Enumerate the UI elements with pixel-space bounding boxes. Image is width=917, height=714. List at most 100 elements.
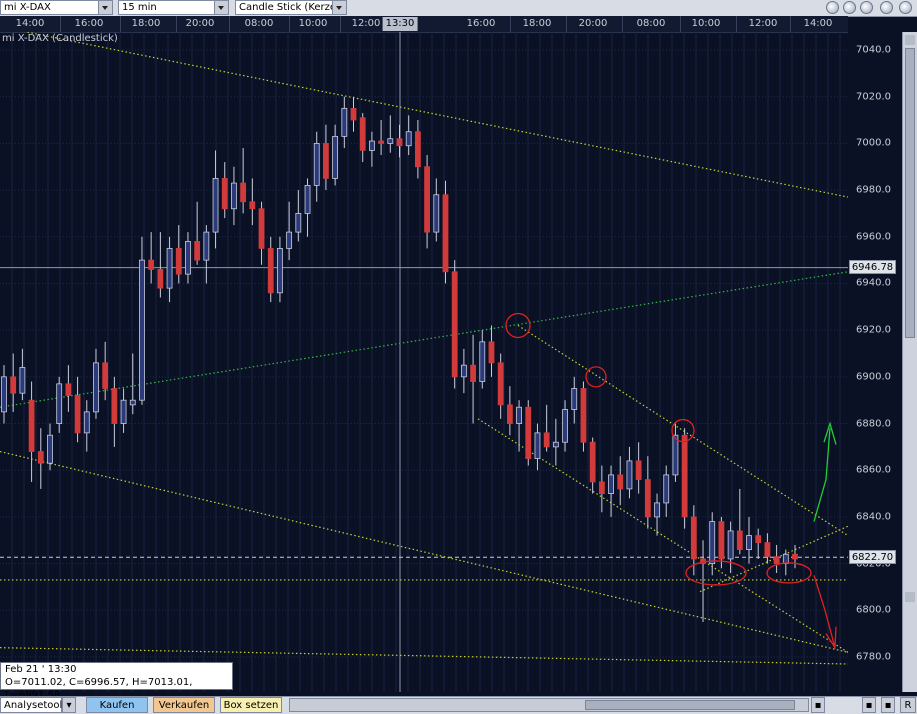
candle-body-down (497, 362, 504, 406)
x-tick-separator (176, 16, 177, 32)
y-tick-label: 7040.0 (856, 44, 891, 56)
highlight-circle (585, 366, 607, 388)
verkaufen-button[interactable]: Verkaufen (153, 697, 215, 713)
candle-body-up (608, 474, 614, 494)
candle (497, 353, 504, 419)
candle-body-up (277, 248, 283, 294)
candle (736, 488, 743, 555)
analysetool-select[interactable]: Analysetool (0, 697, 62, 713)
chevron-down-icon[interactable]: ▾ (62, 697, 76, 713)
bottom-bar: Analysetool ▾ Kaufen Verkaufen Box setze… (0, 696, 917, 714)
candle-body-down (267, 248, 274, 294)
help-icon[interactable] (880, 1, 893, 14)
candle-body-down (414, 131, 421, 168)
candle-body-up (129, 399, 136, 406)
candle-body-down (589, 441, 596, 483)
close-icon[interactable] (899, 1, 912, 14)
candle-body-down (148, 259, 155, 270)
y-tick-label: 6940.0 (856, 277, 891, 289)
print-icon[interactable] (843, 1, 856, 14)
kaufen-button[interactable]: Kaufen (86, 697, 148, 713)
candle-body-up (286, 231, 293, 249)
settings-icon[interactable] (826, 1, 839, 14)
candle (267, 236, 274, 303)
candle (644, 456, 651, 529)
chevron-down-icon[interactable] (332, 1, 346, 14)
candle-body-down (28, 399, 35, 452)
candle (746, 516, 752, 564)
interval-select[interactable]: 15 min (118, 0, 229, 15)
candle (258, 201, 265, 265)
y-tick-label: 6960.0 (856, 231, 891, 243)
highlight-circle (671, 418, 695, 443)
candle (424, 155, 430, 249)
x-tick-label: 18:00 (522, 18, 552, 29)
y-tick-label: 6900.0 (856, 371, 891, 383)
candle-body-up (313, 142, 320, 186)
price-axis: 7040.0 7020.0 7000.0 6980.0 6960.0 6940.0 6920… (848, 32, 902, 692)
candle-body-down (359, 117, 366, 151)
horizontal-scroll-thumb[interactable] (585, 700, 795, 710)
top-toolbar: mi X-DAX 15 min Candle Stick (Kerze (0, 0, 917, 17)
x-tick-label: 10:00 (691, 18, 721, 29)
candle (589, 437, 596, 494)
candle-body-down (102, 362, 109, 389)
candle-body-up (341, 107, 348, 137)
candle (359, 113, 366, 163)
candle-body-down (506, 404, 513, 424)
scroll-down-arrow-icon[interactable] (905, 592, 915, 602)
scroll-thumb[interactable] (905, 48, 915, 338)
candle (120, 388, 127, 433)
candle-body-down (718, 521, 725, 560)
candle (369, 131, 375, 167)
candle (506, 386, 513, 436)
zoom-icon[interactable] (860, 1, 873, 14)
candle-body-down (580, 388, 587, 443)
candle (709, 512, 716, 576)
instrument-select[interactable]: mi X-DAX (0, 0, 113, 15)
candle (635, 442, 642, 494)
candle (681, 428, 688, 529)
chevron-down-icon[interactable] (214, 1, 228, 14)
candle-body-up (212, 178, 219, 233)
reset-icon[interactable]: ▪ (881, 697, 895, 713)
candle-body-up (120, 399, 127, 424)
candle (47, 423, 53, 471)
candle (56, 376, 63, 433)
candle-body-down (690, 516, 697, 560)
candle (516, 400, 522, 452)
highlight-ellipse (685, 560, 747, 586)
y-tick-label: 7000.0 (856, 137, 891, 149)
chevron-down-icon[interactable] (98, 1, 112, 14)
y-tick-label: 6980.0 (856, 184, 891, 196)
x-tick-separator (566, 16, 567, 32)
vertical-scrollbar[interactable] (902, 32, 917, 692)
candle-body-down (111, 388, 118, 424)
scroll-up-arrow-icon[interactable] (905, 35, 915, 45)
trend-lines (0, 32, 848, 665)
candle-body-up (295, 213, 302, 233)
candle-body-down (74, 395, 81, 434)
candle-body-down (470, 364, 476, 382)
chart-type-select[interactable]: Candle Stick (Kerze (235, 0, 347, 15)
candle-body-down (424, 166, 430, 233)
candlestick-chart[interactable] (0, 32, 848, 692)
candle (295, 190, 302, 242)
x-tick-separator (229, 16, 230, 32)
candle-body-down (736, 530, 743, 551)
candle-body-down (65, 383, 72, 396)
candle (157, 232, 164, 298)
horizontal-scrollbar[interactable] (289, 698, 809, 712)
x-tick-label: 14:00 (803, 18, 833, 29)
candle-body-up (782, 553, 789, 565)
r-button[interactable]: R (900, 697, 916, 713)
x-tick-label: 12:00 (748, 18, 778, 29)
candle-body-down (350, 107, 357, 121)
box-setzen-button[interactable]: Box setzen (220, 697, 282, 713)
x-tick-separator (680, 16, 681, 32)
candle-body-down (323, 142, 329, 179)
zoom-in-icon[interactable]: ▪ (862, 697, 876, 713)
arrow-up-icon (813, 428, 831, 522)
x-tick-separator (60, 16, 61, 32)
zoom-out-icon[interactable]: ▪ (811, 697, 825, 713)
